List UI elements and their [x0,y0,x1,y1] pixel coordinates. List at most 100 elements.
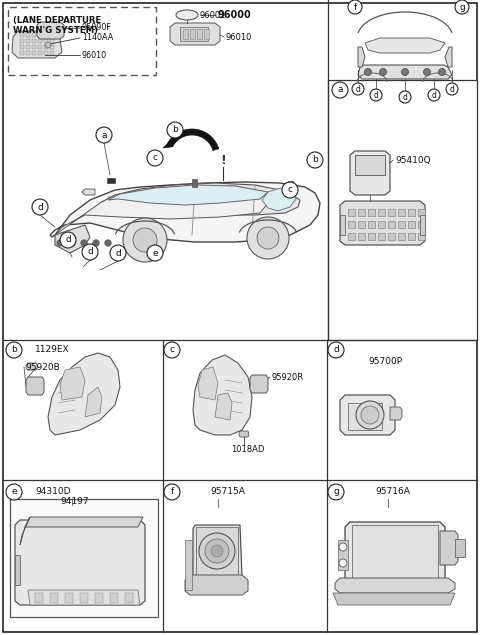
Polygon shape [348,403,382,430]
Ellipse shape [176,10,198,20]
Text: c: c [288,185,292,194]
Polygon shape [350,151,390,195]
Circle shape [211,545,223,557]
Polygon shape [345,522,445,583]
Circle shape [82,244,98,260]
Text: 94197: 94197 [60,497,89,507]
Polygon shape [262,188,296,211]
Text: e: e [152,248,158,258]
Bar [32,51,36,55]
Bar [20,51,24,55]
Polygon shape [355,155,385,175]
Text: d: d [432,91,436,100]
Bar [192,179,197,187]
Circle shape [133,228,157,252]
Text: 96001: 96001 [200,11,227,20]
Polygon shape [15,520,145,605]
Polygon shape [352,525,438,578]
Text: d: d [333,345,339,354]
Circle shape [6,342,22,358]
Text: c: c [153,154,157,163]
Bar [65,593,73,603]
Circle shape [69,240,75,246]
Text: 1140AA: 1140AA [82,34,113,43]
Polygon shape [26,377,44,395]
Polygon shape [340,201,425,245]
Circle shape [332,82,348,98]
Bar [358,209,365,216]
Circle shape [60,232,76,248]
Bar [197,29,202,39]
Circle shape [380,69,386,76]
Circle shape [167,122,183,138]
Circle shape [446,83,458,95]
Bar [44,33,48,37]
Circle shape [205,539,229,563]
Text: 1129EX: 1129EX [35,345,70,354]
Bar [26,51,30,55]
Bar [398,221,405,228]
Polygon shape [420,215,425,235]
Polygon shape [82,189,95,195]
Polygon shape [390,407,402,420]
Polygon shape [358,65,452,79]
Bar [368,233,375,240]
Bar [125,593,133,603]
Circle shape [32,199,48,215]
Text: b: b [11,345,17,354]
Circle shape [339,543,347,551]
Text: d: d [65,236,71,244]
Bar [378,233,385,240]
Bar [50,45,54,49]
Bar [50,51,54,55]
Polygon shape [167,129,219,150]
Polygon shape [55,225,90,253]
Text: g: g [459,3,465,11]
Text: d: d [356,84,360,93]
Circle shape [361,406,379,424]
Polygon shape [108,185,268,205]
Polygon shape [185,575,248,595]
Bar [408,209,415,216]
Bar [408,221,415,228]
Bar [378,209,385,216]
Polygon shape [358,47,365,67]
Bar [38,45,42,49]
Text: WARN'G SYSTEM): WARN'G SYSTEM) [13,26,98,35]
Circle shape [428,89,440,101]
Bar [8,7,156,75]
Text: d: d [37,203,43,211]
Bar [388,209,395,216]
Text: f: f [170,488,174,497]
Circle shape [455,0,469,14]
Circle shape [348,0,362,14]
Circle shape [339,559,347,567]
Bar [20,39,24,43]
Text: !: ! [220,154,226,166]
Circle shape [247,217,289,259]
Bar [110,593,118,603]
Bar [26,45,30,49]
Bar [50,39,54,43]
Bar [95,593,103,603]
Text: 95890F: 95890F [82,23,112,32]
Bar [348,209,355,216]
Polygon shape [185,540,192,590]
Bar [44,39,48,43]
Bar [418,209,425,216]
Polygon shape [338,540,348,570]
Polygon shape [445,47,452,67]
Bar [20,45,24,49]
Circle shape [364,69,372,76]
Text: d: d [87,248,93,257]
Bar [418,221,425,228]
Text: d: d [450,84,455,93]
Polygon shape [335,578,455,593]
Circle shape [147,150,163,166]
Bar [180,27,208,41]
Bar [418,233,425,240]
Bar [38,51,42,55]
Polygon shape [193,355,252,435]
Bar [408,233,415,240]
Circle shape [399,91,411,103]
